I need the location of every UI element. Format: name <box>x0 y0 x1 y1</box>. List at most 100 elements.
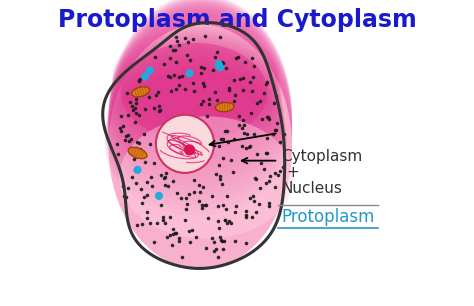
Circle shape <box>134 166 141 173</box>
Point <box>175 43 183 48</box>
Point <box>219 61 227 66</box>
Point <box>120 194 128 199</box>
Ellipse shape <box>111 35 280 141</box>
Circle shape <box>185 145 194 155</box>
Ellipse shape <box>125 43 276 245</box>
Point <box>184 39 192 44</box>
Point <box>189 80 197 85</box>
Point <box>121 194 128 199</box>
Point <box>230 99 237 104</box>
Point <box>210 240 218 244</box>
Point <box>122 195 130 200</box>
Point <box>217 137 224 142</box>
Point <box>236 122 243 127</box>
Point <box>213 50 220 54</box>
Point <box>214 98 221 103</box>
Point <box>147 175 155 180</box>
Ellipse shape <box>121 43 268 141</box>
Ellipse shape <box>110 43 282 156</box>
Point <box>217 174 224 179</box>
Point <box>217 176 224 181</box>
Point <box>239 75 246 80</box>
Point <box>202 203 210 207</box>
Point <box>231 239 239 244</box>
Point <box>161 174 169 179</box>
Point <box>254 151 261 156</box>
Point <box>186 239 194 244</box>
Point <box>195 183 203 188</box>
Ellipse shape <box>109 12 292 257</box>
Point <box>162 183 169 188</box>
Point <box>215 144 223 149</box>
Ellipse shape <box>108 52 283 176</box>
Point <box>185 192 192 196</box>
Point <box>195 199 203 204</box>
Ellipse shape <box>155 98 245 217</box>
Ellipse shape <box>118 31 283 251</box>
Point <box>151 106 158 111</box>
Ellipse shape <box>106 64 286 200</box>
Point <box>166 215 174 220</box>
Point <box>231 93 239 98</box>
Point <box>226 88 233 92</box>
Point <box>200 83 208 88</box>
Point <box>126 99 134 104</box>
Point <box>222 66 229 71</box>
Point <box>136 78 143 83</box>
Point <box>211 54 219 59</box>
Point <box>168 243 175 248</box>
Point <box>250 132 258 137</box>
Point <box>164 235 171 240</box>
Point <box>240 131 248 136</box>
Point <box>146 220 154 225</box>
Point <box>201 33 209 38</box>
Point <box>166 55 173 60</box>
Point <box>241 60 248 65</box>
Point <box>138 201 146 206</box>
Point <box>128 103 136 108</box>
Point <box>199 80 207 85</box>
Ellipse shape <box>109 3 292 248</box>
Point <box>230 136 237 141</box>
Point <box>219 156 227 161</box>
Point <box>167 89 174 94</box>
Point <box>231 209 238 214</box>
Point <box>215 218 222 223</box>
Ellipse shape <box>193 165 207 184</box>
Point <box>162 170 169 175</box>
Ellipse shape <box>109 0 292 243</box>
Ellipse shape <box>113 26 278 121</box>
Point <box>131 106 139 111</box>
Point <box>173 59 180 64</box>
Point <box>281 132 288 137</box>
Point <box>175 82 182 87</box>
Point <box>263 181 270 186</box>
Point <box>246 196 254 201</box>
Point <box>271 170 279 175</box>
Point <box>250 194 257 199</box>
Point <box>271 184 279 189</box>
Point <box>263 115 270 120</box>
Point <box>216 163 223 168</box>
Ellipse shape <box>132 87 150 97</box>
Point <box>188 228 196 233</box>
Ellipse shape <box>111 38 281 146</box>
Ellipse shape <box>104 71 287 215</box>
Point <box>152 93 160 98</box>
Point <box>157 172 165 177</box>
Point <box>132 153 140 158</box>
Point <box>143 216 150 221</box>
Point <box>160 175 167 180</box>
Point <box>126 139 133 144</box>
Point <box>229 170 237 175</box>
Ellipse shape <box>121 37 280 248</box>
Point <box>172 86 180 91</box>
Point <box>123 90 131 95</box>
Ellipse shape <box>138 67 262 233</box>
Point <box>256 186 264 191</box>
Point <box>246 144 254 149</box>
Ellipse shape <box>109 24 292 269</box>
Point <box>219 136 227 141</box>
Point <box>265 201 273 206</box>
Point <box>131 146 138 151</box>
